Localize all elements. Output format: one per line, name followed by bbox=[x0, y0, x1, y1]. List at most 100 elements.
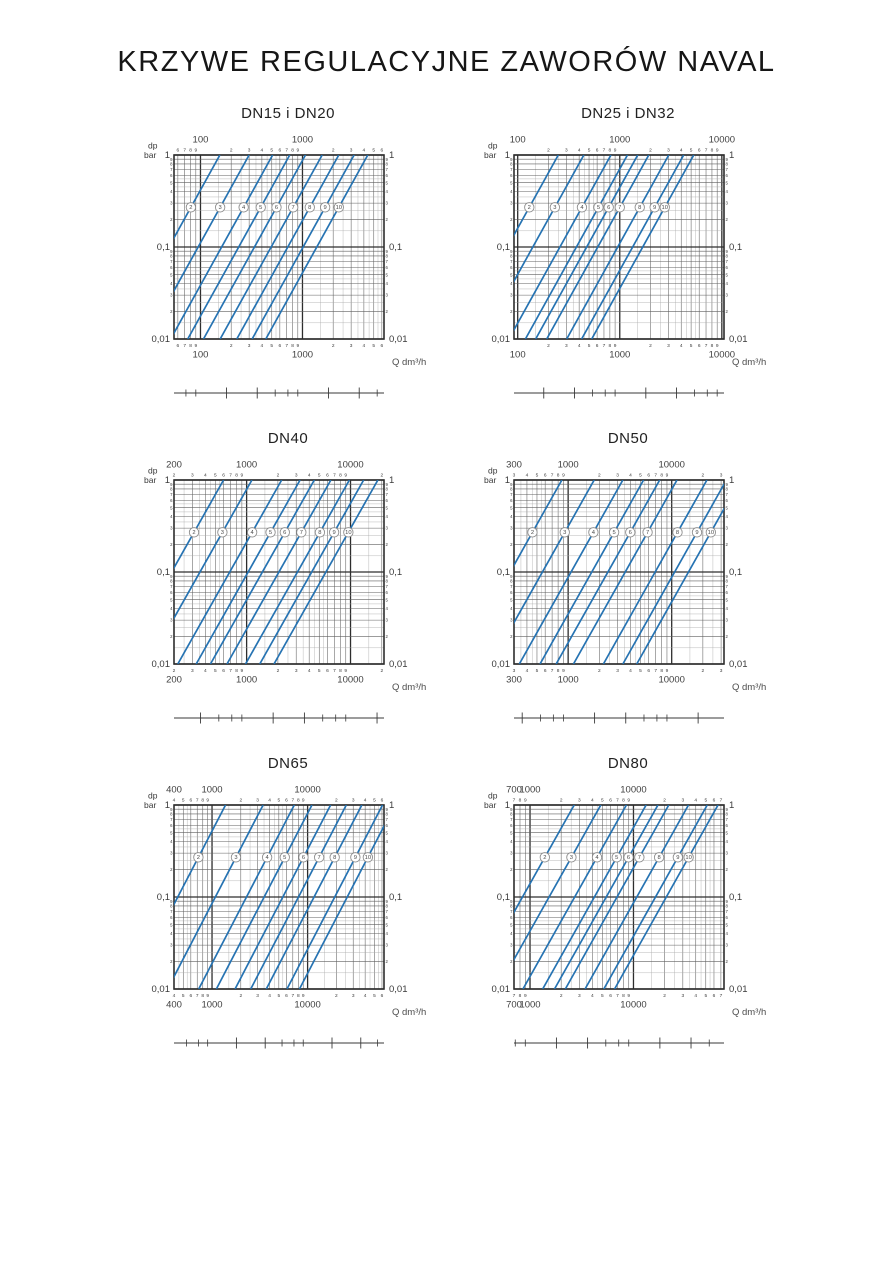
curve-number-labels: 2 3 4 5 6 7 8 9 10 bbox=[193, 852, 374, 863]
svg-text:4: 4 bbox=[386, 606, 389, 611]
svg-text:5: 5 bbox=[536, 668, 539, 674]
svg-text:8: 8 bbox=[510, 487, 513, 492]
svg-text:9: 9 bbox=[170, 482, 173, 487]
svg-text:9: 9 bbox=[524, 798, 527, 804]
svg-text:6: 6 bbox=[726, 590, 729, 595]
curve-label-circle bbox=[642, 527, 653, 538]
page-title: KRZYWE REGULACYJNE ZAWORÓW NAVAL bbox=[117, 46, 776, 78]
svg-text:10: 10 bbox=[336, 205, 342, 211]
svg-text:4: 4 bbox=[694, 993, 697, 999]
svg-text:6: 6 bbox=[189, 993, 192, 999]
curve-label-circle bbox=[588, 527, 599, 538]
svg-text:9: 9 bbox=[627, 993, 630, 999]
curve-label-circle bbox=[634, 852, 645, 863]
svg-text:4: 4 bbox=[526, 668, 529, 674]
svg-text:4: 4 bbox=[526, 473, 529, 479]
x-axis-decade-labels: 200 200 1000 1000 10000 10000 bbox=[166, 460, 364, 686]
svg-text:2: 2 bbox=[386, 959, 389, 964]
svg-text:7: 7 bbox=[654, 473, 657, 479]
svg-text:4: 4 bbox=[363, 343, 366, 349]
svg-text:3: 3 bbox=[616, 473, 619, 479]
svg-text:7: 7 bbox=[720, 798, 723, 804]
svg-text:4: 4 bbox=[364, 993, 367, 999]
svg-text:3: 3 bbox=[219, 205, 222, 211]
svg-text:2: 2 bbox=[598, 668, 601, 674]
svg-text:6: 6 bbox=[386, 498, 389, 503]
svg-text:9: 9 bbox=[206, 993, 209, 999]
svg-text:0,01: 0,01 bbox=[389, 659, 408, 670]
svg-text:6: 6 bbox=[285, 798, 288, 804]
svg-text:4: 4 bbox=[204, 473, 207, 479]
svg-text:10: 10 bbox=[685, 855, 691, 861]
svg-text:7: 7 bbox=[654, 668, 657, 674]
svg-text:3: 3 bbox=[510, 293, 513, 298]
svg-text:4: 4 bbox=[726, 606, 729, 611]
svg-text:3: 3 bbox=[578, 798, 581, 804]
svg-text:1000: 1000 bbox=[236, 675, 257, 686]
svg-text:0,1: 0,1 bbox=[729, 892, 742, 903]
svg-text:5: 5 bbox=[536, 473, 539, 479]
svg-text:5: 5 bbox=[170, 830, 173, 835]
svg-text:6: 6 bbox=[386, 823, 389, 828]
svg-text:5: 5 bbox=[277, 993, 280, 999]
svg-text:4: 4 bbox=[173, 798, 176, 804]
svg-text:dp: dp bbox=[488, 791, 498, 801]
svg-text:6: 6 bbox=[510, 173, 513, 178]
svg-text:6: 6 bbox=[279, 343, 282, 349]
curve-label-circle bbox=[623, 852, 634, 863]
curve-4 bbox=[514, 155, 612, 332]
svg-text:100: 100 bbox=[193, 135, 209, 146]
curve-label-circle bbox=[279, 527, 290, 538]
svg-text:2: 2 bbox=[173, 668, 176, 674]
chart-canvas-dn65: 2 3 4 5 6 7 8 9 10445566778899223344556677889922… bbox=[144, 785, 426, 1049]
svg-text:8: 8 bbox=[297, 993, 300, 999]
svg-text:5: 5 bbox=[510, 180, 513, 185]
chart-title: DN25 i DN32 bbox=[581, 105, 675, 122]
svg-text:8: 8 bbox=[510, 812, 513, 817]
svg-text:9: 9 bbox=[510, 574, 513, 579]
svg-text:7: 7 bbox=[170, 167, 173, 172]
svg-text:8: 8 bbox=[519, 798, 522, 804]
curve-4 bbox=[518, 480, 624, 664]
svg-text:5: 5 bbox=[690, 148, 693, 154]
svg-text:1000: 1000 bbox=[236, 460, 257, 471]
svg-text:9: 9 bbox=[510, 249, 513, 254]
curve-3 bbox=[514, 155, 585, 283]
curve-8 bbox=[584, 805, 690, 989]
valve-curves bbox=[174, 155, 369, 339]
svg-text:5: 5 bbox=[726, 597, 729, 602]
svg-text:3: 3 bbox=[170, 851, 173, 856]
svg-text:2: 2 bbox=[560, 993, 563, 999]
svg-text:6: 6 bbox=[510, 265, 513, 270]
svg-text:3: 3 bbox=[510, 618, 513, 623]
curve-label-circle bbox=[549, 202, 561, 213]
svg-text:9: 9 bbox=[194, 148, 197, 154]
svg-text:2: 2 bbox=[528, 205, 531, 211]
curve-4 bbox=[522, 805, 628, 989]
svg-text:7: 7 bbox=[603, 148, 606, 154]
svg-text:5: 5 bbox=[386, 180, 389, 185]
svg-text:0,01: 0,01 bbox=[492, 984, 511, 995]
svg-text:0,01: 0,01 bbox=[492, 659, 511, 670]
svg-text:5: 5 bbox=[182, 993, 185, 999]
svg-text:0,1: 0,1 bbox=[157, 892, 170, 903]
x-axis-decade-labels: 300 300 1000 1000 10000 10000 bbox=[506, 460, 685, 686]
svg-text:400: 400 bbox=[166, 1000, 182, 1011]
svg-text:0,01: 0,01 bbox=[152, 334, 171, 345]
svg-text:7: 7 bbox=[183, 148, 186, 154]
svg-text:7: 7 bbox=[386, 492, 389, 497]
curve-label-circle bbox=[319, 202, 331, 213]
svg-text:8: 8 bbox=[170, 904, 173, 909]
svg-text:10: 10 bbox=[662, 205, 668, 211]
flow-second-scale: 0,1152250,51152255Q dm³/s bbox=[514, 712, 724, 724]
svg-text:5: 5 bbox=[597, 205, 600, 211]
plot-border bbox=[173, 804, 385, 990]
svg-text:8: 8 bbox=[170, 579, 173, 584]
svg-text:6: 6 bbox=[381, 798, 384, 804]
curve-3 bbox=[514, 480, 595, 625]
svg-text:6: 6 bbox=[510, 823, 513, 828]
